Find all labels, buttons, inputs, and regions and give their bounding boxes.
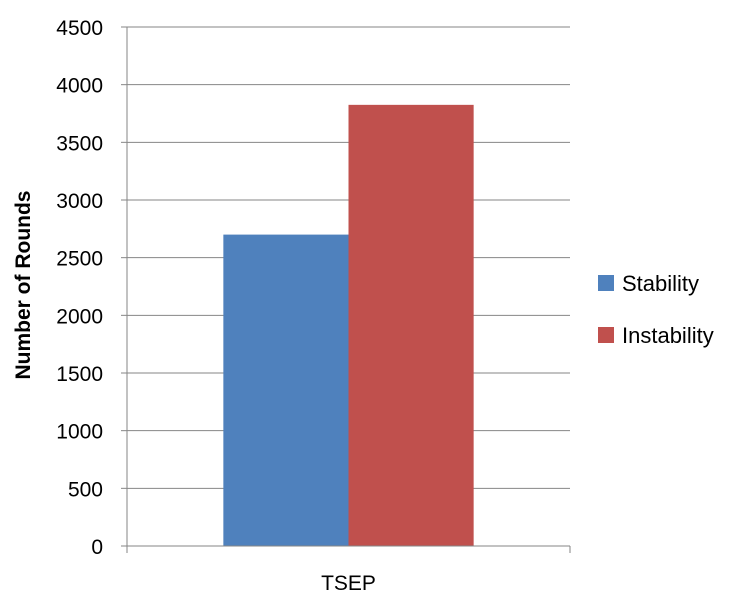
y-tick-label: 1500 — [56, 363, 103, 386]
legend: Stability Instability — [598, 271, 714, 348]
y-tick-label: 4000 — [56, 75, 103, 98]
legend-swatch-instability — [598, 327, 614, 343]
y-tick-label: 0 — [91, 536, 103, 559]
axes — [126, 27, 570, 547]
bars — [223, 104, 474, 546]
bar-stability-tsep — [223, 234, 349, 546]
y-tick-label: 1000 — [56, 421, 103, 444]
y-tick-label: 3500 — [56, 132, 103, 155]
y-tick-label: 2000 — [56, 305, 103, 328]
x-tick-labels: TSEP — [321, 572, 376, 595]
legend-swatch-stability — [598, 275, 614, 291]
x-tick-label: TSEP — [321, 572, 376, 595]
y-tick-label: 500 — [68, 478, 103, 501]
y-tick-label: 4500 — [56, 17, 103, 40]
y-axis-title: Number of Rounds — [12, 191, 35, 380]
y-tick-labels: 0 500 1000 1500 2000 2500 3000 3500 4000 4500 — [56, 17, 103, 559]
legend-label-instability: Instability — [622, 323, 714, 348]
y-tick-label: 2500 — [56, 248, 103, 271]
legend-label-stability: Stability — [622, 271, 699, 296]
bar-instability-tsep — [348, 104, 474, 546]
y-tick-label: 3000 — [56, 190, 103, 213]
